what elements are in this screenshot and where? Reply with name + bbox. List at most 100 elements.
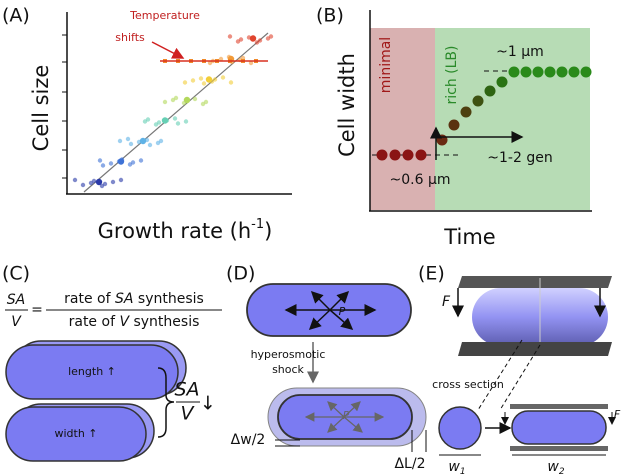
y-axis-label: Cell width xyxy=(335,53,359,157)
w: w xyxy=(448,459,460,475)
cross-section xyxy=(438,406,482,450)
panel-label: (B) xyxy=(316,5,344,27)
dot xyxy=(580,66,592,78)
dot xyxy=(117,138,123,144)
dot xyxy=(138,158,144,163)
region-label: minimal xyxy=(378,37,394,93)
dot xyxy=(508,66,520,78)
equals: = xyxy=(31,302,43,318)
dot xyxy=(532,66,544,78)
dot xyxy=(182,80,188,85)
numerator: rate of SA synthesis xyxy=(64,291,204,307)
x-label-text: Growth rate (h xyxy=(98,219,252,243)
annotation-arrow xyxy=(151,41,185,59)
dot xyxy=(268,34,274,39)
dot xyxy=(376,149,388,161)
num-pre: rate of xyxy=(64,291,115,307)
dot xyxy=(161,117,169,124)
panel-label: (C) xyxy=(2,263,30,285)
dot xyxy=(218,56,224,62)
den-post: synthesis xyxy=(129,314,199,330)
dot xyxy=(212,77,218,82)
dot xyxy=(139,137,147,145)
annotation: shifts xyxy=(115,31,145,44)
dot xyxy=(72,177,78,183)
x-label-sup: -1 xyxy=(251,217,264,232)
dot xyxy=(544,66,556,78)
w2-sub: 2 xyxy=(559,467,565,475)
dot xyxy=(389,149,401,161)
dot xyxy=(97,158,103,163)
dot xyxy=(158,138,164,144)
cell-label: length ↑ xyxy=(68,365,116,378)
w1-label: w1 xyxy=(448,459,465,475)
dot xyxy=(248,60,254,66)
dot xyxy=(173,95,179,101)
dot xyxy=(460,106,472,118)
dot xyxy=(228,80,234,85)
cell xyxy=(5,344,179,400)
panel-a: (A) Cell size Growth rate (h-1) Temperat… xyxy=(2,5,292,243)
dot xyxy=(102,181,108,187)
ratio-num: SA xyxy=(7,292,25,308)
dot xyxy=(220,75,226,80)
dot xyxy=(238,37,244,42)
den-pre: rate of xyxy=(69,314,120,330)
dot xyxy=(472,95,484,107)
delta-w: Δw/2 xyxy=(231,432,266,448)
ratio-den: V xyxy=(11,314,22,330)
panel-label: (E) xyxy=(418,263,445,285)
x-label-end: ) xyxy=(264,219,272,243)
dot xyxy=(448,119,460,131)
dot xyxy=(496,76,508,88)
dot xyxy=(415,149,427,161)
plate xyxy=(510,446,608,451)
pressure-arrows xyxy=(284,290,377,331)
plate xyxy=(458,342,612,356)
panel-d: (D) P hyperosmotic shock P Δw/2 ΔL/2 xyxy=(226,263,427,472)
dot xyxy=(80,182,86,188)
dot xyxy=(125,136,131,142)
down-arrow: ↓ xyxy=(200,393,216,415)
dot xyxy=(156,120,162,125)
dot xyxy=(175,121,181,126)
force: F xyxy=(442,294,451,310)
panel-label: (A) xyxy=(2,5,30,27)
num-var: SA xyxy=(115,291,133,307)
w: w xyxy=(547,459,559,475)
region-label: rich (LB) xyxy=(444,46,460,105)
brace xyxy=(157,367,175,438)
dashed-line xyxy=(499,344,541,411)
dot xyxy=(257,38,263,43)
dot xyxy=(147,142,153,148)
pressure: P xyxy=(339,305,346,318)
width-dots xyxy=(376,66,592,161)
dot xyxy=(100,163,106,168)
cell-label: width ↑ xyxy=(54,427,97,440)
region-rich xyxy=(435,28,590,210)
dot xyxy=(95,178,103,186)
dot xyxy=(118,177,124,183)
denominator: rate of V synthesis xyxy=(69,314,200,330)
pressure-arrows xyxy=(304,401,385,433)
delta-l: ΔL/2 xyxy=(394,456,425,472)
panel-c: (C) SA V = rate of SA synthesis rate of … xyxy=(2,263,222,462)
shock-label: hyperosmotic xyxy=(251,348,326,361)
dot xyxy=(91,178,97,184)
dot xyxy=(162,99,168,105)
den-var: V xyxy=(119,314,130,330)
dot xyxy=(556,66,568,78)
shock-label: shock xyxy=(272,363,304,376)
region-minimal xyxy=(370,28,435,210)
annotation: ~1 μm xyxy=(496,44,544,60)
dot xyxy=(402,149,414,161)
pressure: P xyxy=(343,409,350,422)
dot xyxy=(198,76,204,81)
plate xyxy=(458,276,612,288)
plate xyxy=(510,404,608,409)
dot xyxy=(130,160,136,165)
dot xyxy=(110,179,116,185)
w1-sub: 1 xyxy=(460,467,466,475)
